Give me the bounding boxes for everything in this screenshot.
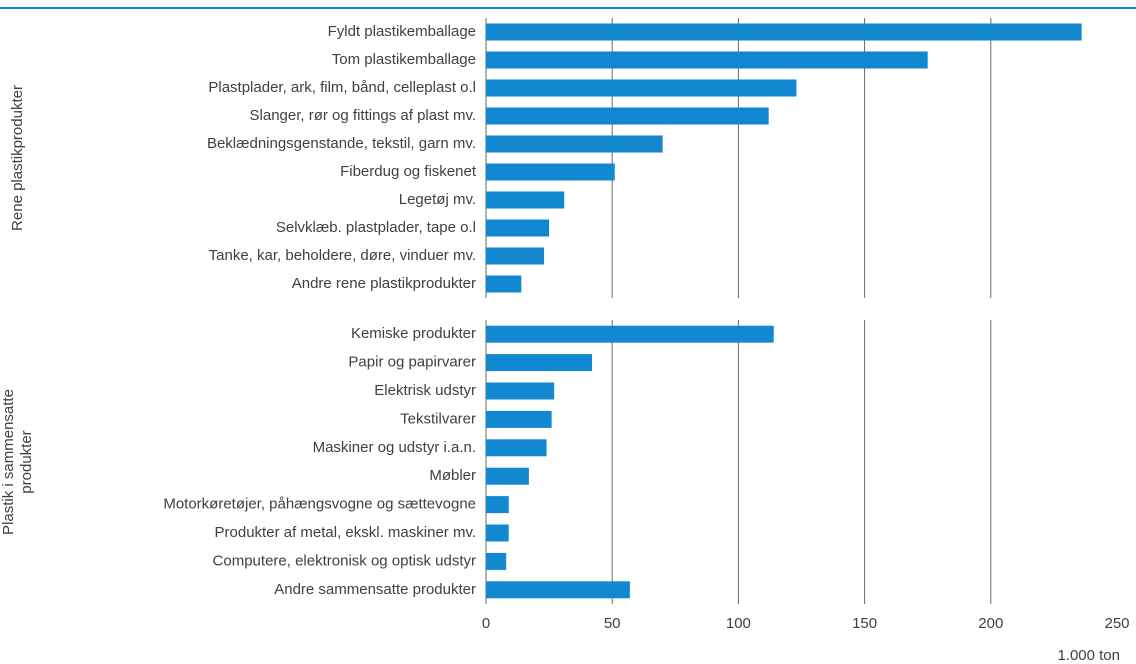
bar: [486, 496, 509, 514]
bar: [486, 135, 663, 153]
x-tick-label: 150: [852, 615, 877, 632]
bar: [486, 191, 565, 209]
category-label: Møbler: [429, 467, 476, 484]
bar: [486, 107, 769, 125]
bar: [486, 325, 774, 343]
category-label: Andre sammensatte produkter: [274, 581, 476, 598]
bar: [486, 163, 615, 181]
category-label: Tom plastikemballage: [332, 51, 476, 68]
bar: [486, 524, 509, 542]
bar: [486, 247, 545, 265]
category-label: Fiberdug og fiskenet: [340, 163, 477, 180]
bar: [486, 439, 547, 457]
group-label: Rene plastikprodukter: [9, 85, 26, 231]
bar: [486, 51, 928, 69]
category-label: Maskiner og udstyr i.a.n.: [313, 439, 476, 456]
category-label: Kemiske produkter: [351, 325, 476, 342]
bar: [486, 354, 593, 372]
category-label: Legetøj mv.: [399, 191, 476, 208]
category-label: Plastplader, ark, film, bånd, celleplast…: [208, 79, 476, 96]
group-label: produkter: [18, 430, 35, 493]
bar: [486, 467, 529, 485]
category-label: Tanke, kar, beholdere, døre, vinduer mv.: [209, 247, 476, 264]
x-tick-label: 100: [726, 615, 751, 632]
category-label: Slanger, rør og fittings af plast mv.: [250, 107, 476, 124]
bar: [486, 219, 550, 237]
category-label: Fyldt plastikemballage: [328, 23, 476, 40]
x-tick-label: 200: [978, 615, 1003, 632]
x-tick-label: 0: [482, 615, 490, 632]
bar: [486, 382, 555, 400]
category-label: Papir og papirvarer: [348, 354, 476, 371]
bar: [486, 275, 522, 293]
category-label: Selvklæb. plastplader, tape o.l: [276, 219, 476, 236]
category-label: Motorkøretøjer, påhængsvogne og sættevog…: [163, 496, 476, 513]
bar: [486, 79, 797, 97]
bar: [486, 581, 630, 599]
bar: [486, 410, 552, 428]
category-label: Computere, elektronisk og optisk udstyr: [213, 552, 476, 569]
bar: [486, 23, 1082, 41]
x-tick-label: 250: [1104, 615, 1129, 632]
category-label: Elektrisk udstyr: [374, 382, 476, 399]
category-label: Andre rene plastikprodukter: [292, 275, 476, 292]
group-label: Plastik i sammensatte: [0, 389, 17, 535]
x-axis-label: 1.000 ton: [1057, 647, 1120, 664]
category-label: Beklædningsgenstande, tekstil, garn mv.: [207, 135, 476, 152]
category-label: Produkter af metal, ekskl. maskiner mv.: [215, 524, 476, 541]
bar: [486, 552, 507, 570]
category-label: Tekstilvarer: [400, 410, 476, 427]
x-tick-label: 50: [604, 615, 621, 632]
